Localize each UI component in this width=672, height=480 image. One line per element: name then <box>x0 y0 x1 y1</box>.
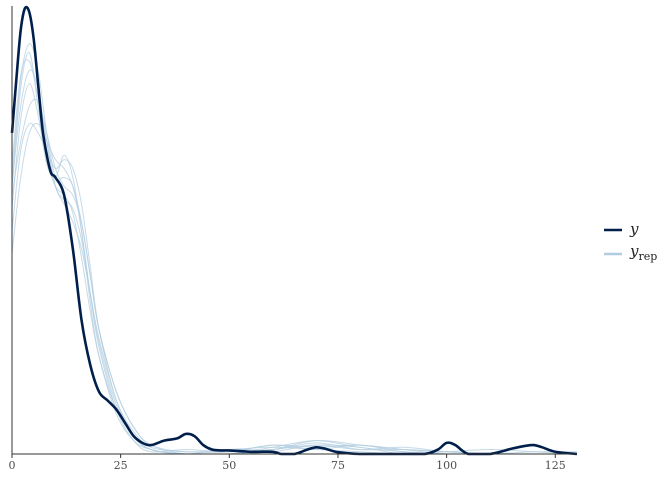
yrep-density-line-4 <box>11 59 578 455</box>
yrep-density-line-1 <box>11 51 577 455</box>
x-tick-label-125: 125 <box>545 459 566 472</box>
legend-label-y: y <box>629 220 639 238</box>
x-tick-label-25: 25 <box>114 459 128 472</box>
legend-label-yrep-main: y <box>629 242 639 260</box>
x-axis-ticks: 0 25 50 75 100 125 <box>9 454 566 472</box>
plot-area <box>10 5 578 456</box>
yrep-density-line-3 <box>11 122 577 455</box>
yrep-density-line-8 <box>11 69 577 455</box>
legend: y yrep <box>604 220 657 263</box>
x-tick-label-75: 75 <box>331 459 345 472</box>
y-density-line <box>10 5 578 456</box>
legend-label-yrep: yrep <box>629 242 657 263</box>
yrep-density-line-7 <box>11 122 578 455</box>
legend-label-yrep-subscript: rep <box>638 250 657 263</box>
yrep-density-line-6 <box>11 43 577 455</box>
yrep-density-line-2 <box>11 83 577 455</box>
yrep-density-line-5 <box>11 98 577 455</box>
x-tick-label-50: 50 <box>222 459 236 472</box>
x-tick-label-0: 0 <box>9 459 16 472</box>
x-tick-label-100: 100 <box>436 459 457 472</box>
